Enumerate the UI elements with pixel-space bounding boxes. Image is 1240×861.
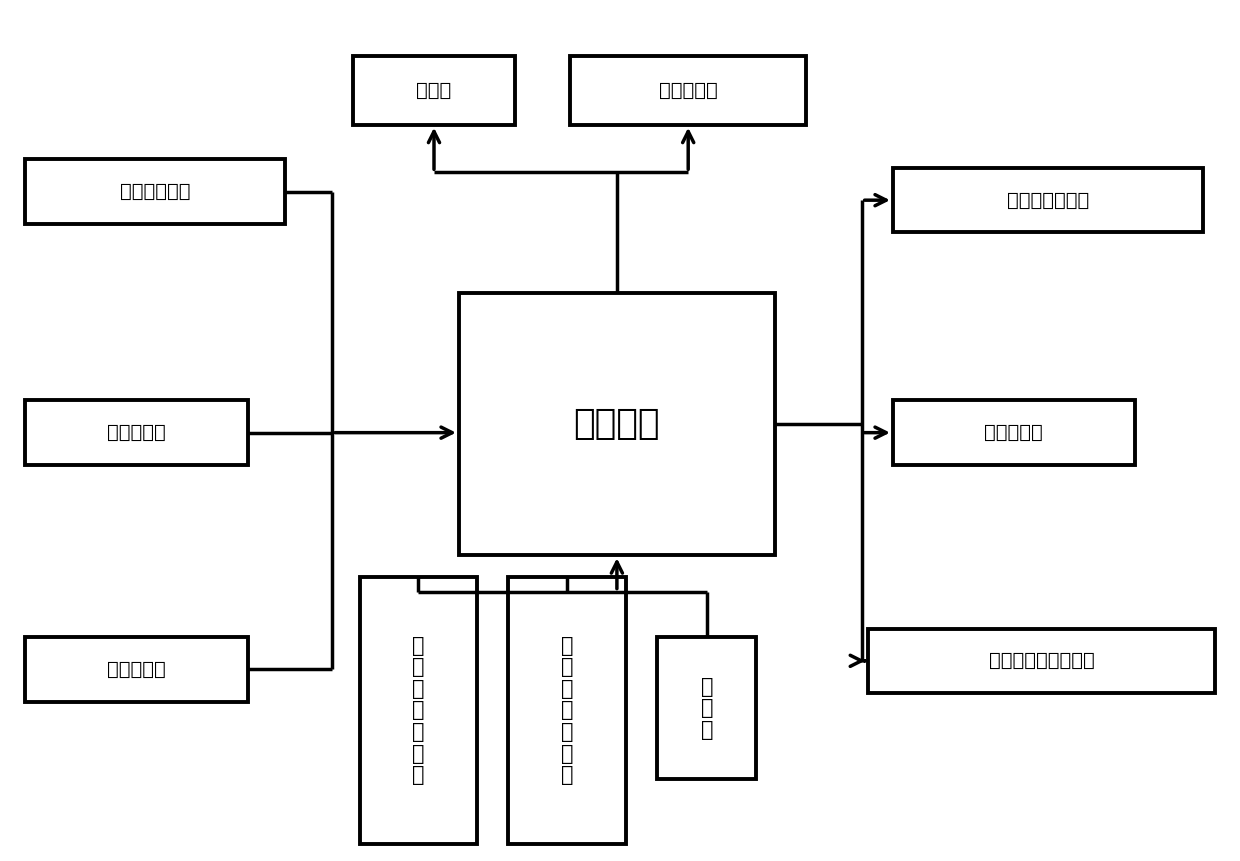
FancyBboxPatch shape <box>353 56 515 125</box>
Text: 电动流量调节阀开度: 电动流量调节阀开度 <box>988 651 1095 671</box>
Text: 空气流量计: 空气流量计 <box>107 423 166 443</box>
Text: 磁
场
强
度
传
感
器: 磁 场 强 度 传 感 器 <box>560 635 574 785</box>
Text: 电控单元: 电控单元 <box>574 407 660 441</box>
Text: 通断器: 通断器 <box>417 81 451 100</box>
FancyBboxPatch shape <box>25 637 248 702</box>
FancyBboxPatch shape <box>459 293 775 555</box>
FancyBboxPatch shape <box>508 577 626 844</box>
Text: 显示存储器: 显示存储器 <box>658 81 718 100</box>
FancyBboxPatch shape <box>893 168 1203 232</box>
FancyBboxPatch shape <box>868 629 1215 693</box>
FancyBboxPatch shape <box>25 400 248 465</box>
FancyBboxPatch shape <box>25 159 285 224</box>
Text: 分级器磁场强度: 分级器磁场强度 <box>1007 190 1089 210</box>
Text: 流
量
计: 流 量 计 <box>701 677 713 740</box>
Text: 流量传感器: 流量传感器 <box>107 660 166 679</box>
FancyBboxPatch shape <box>360 577 477 844</box>
FancyBboxPatch shape <box>893 400 1135 465</box>
Text: 线速度传感器: 线速度传感器 <box>120 182 190 201</box>
Text: 温
度
压
力
传
感
器: 温 度 压 力 传 感 器 <box>412 635 425 785</box>
Text: 加热器功率: 加热器功率 <box>985 423 1043 443</box>
FancyBboxPatch shape <box>570 56 806 125</box>
FancyBboxPatch shape <box>657 637 756 779</box>
